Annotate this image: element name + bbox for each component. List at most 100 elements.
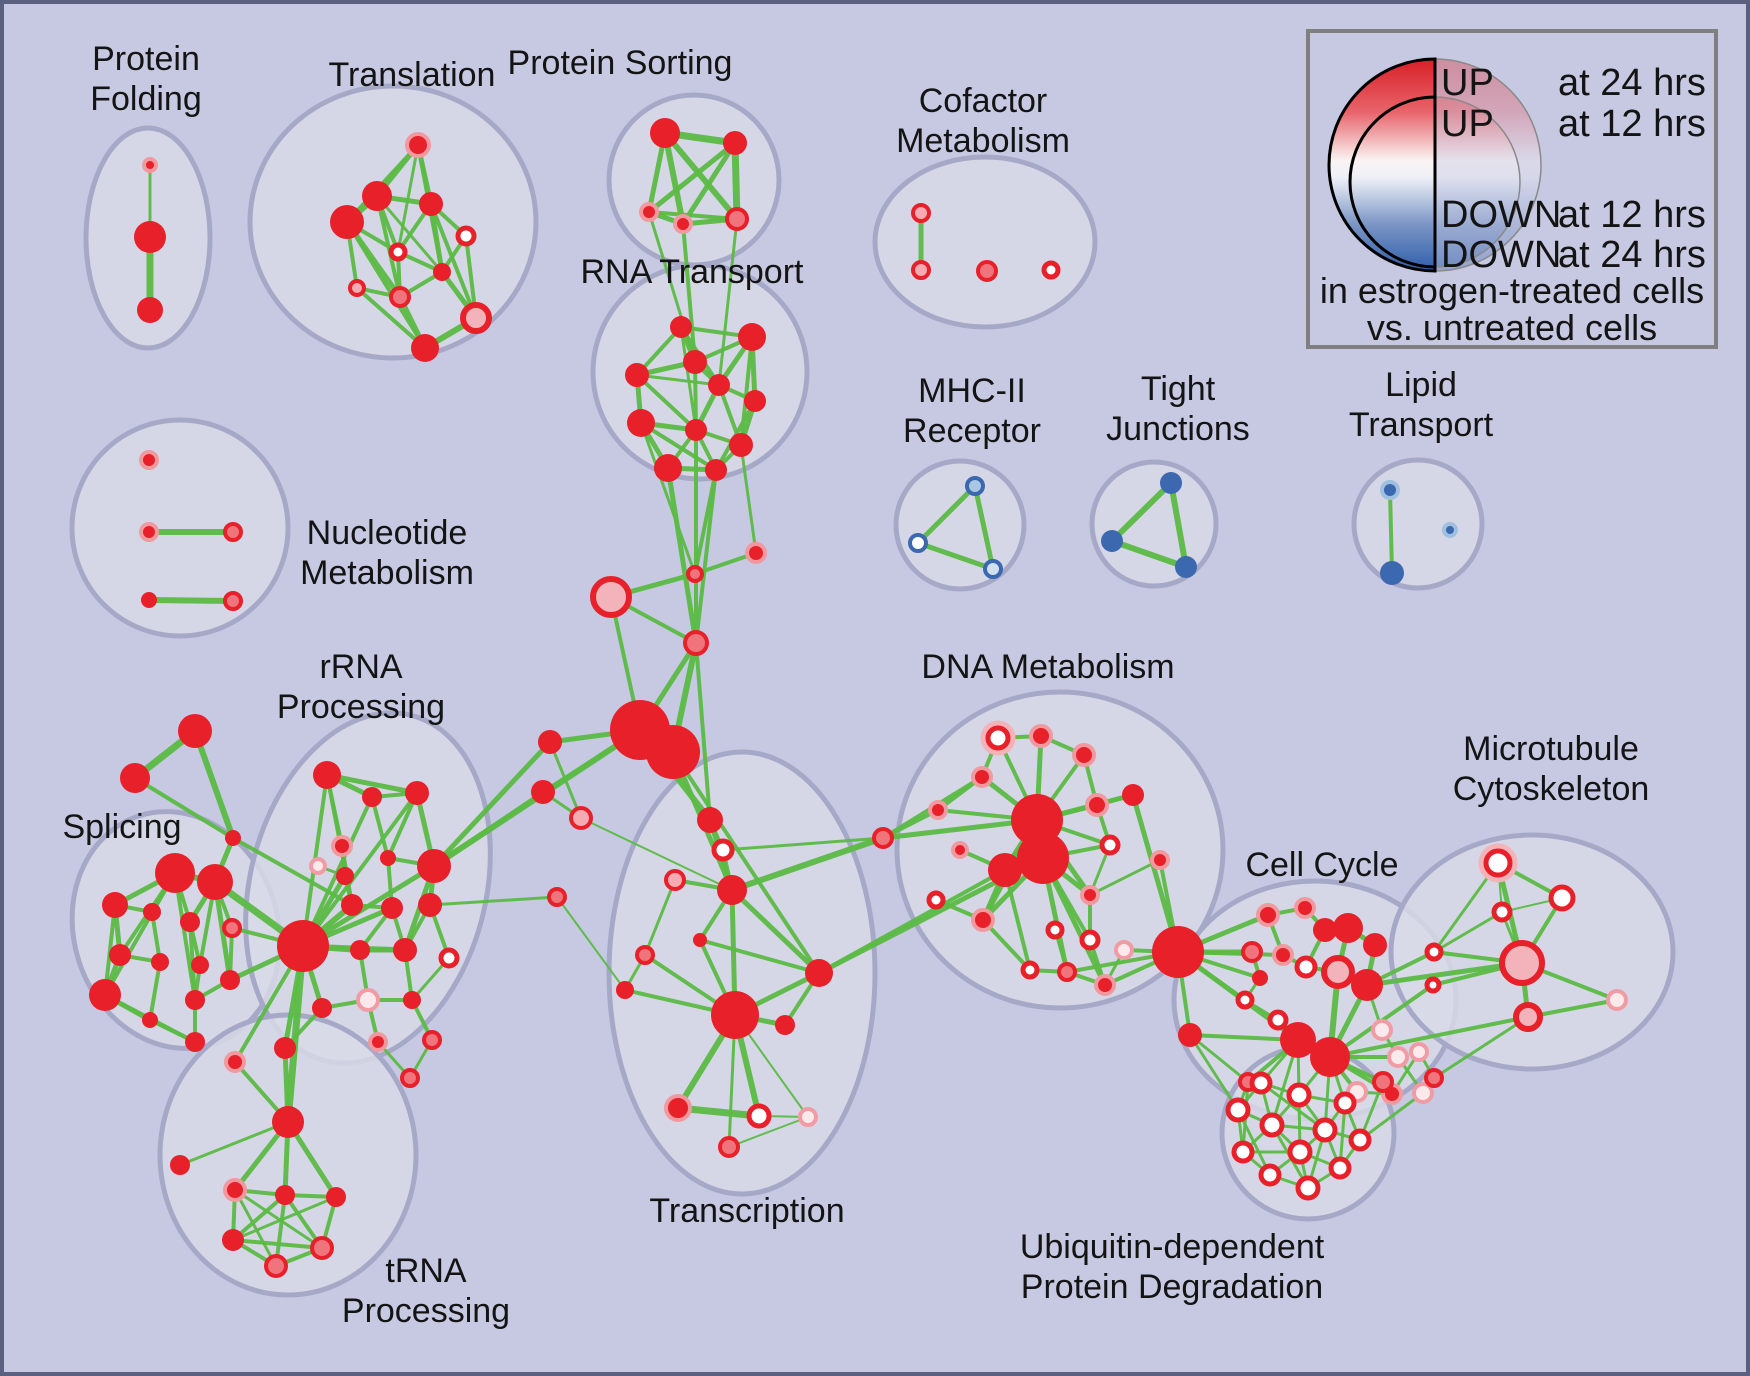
network-node-ps5	[725, 207, 749, 231]
network-node-rr11	[418, 893, 442, 917]
network-node-cc4	[683, 630, 709, 656]
network-node-mt6	[1606, 989, 1628, 1011]
network-edge	[1526, 998, 1619, 1019]
network-node-rr9	[341, 894, 363, 916]
network-node-rr21	[400, 1068, 420, 1088]
cluster-label-cofactor-metabolism: Cofactor Metabolism	[896, 82, 1070, 160]
network-node-u8	[1231, 1140, 1255, 1164]
cluster-label-dna-metabolism: DNA Metabolism	[921, 648, 1174, 686]
network-edge	[817, 868, 1007, 975]
network-node-t1	[405, 132, 431, 158]
network-edge	[1259, 1081, 1327, 1132]
network-node-tr4	[222, 1229, 244, 1251]
cluster-label-tight-junctions: Tight Junctions	[1106, 370, 1250, 448]
network-edge	[1432, 1015, 1530, 1080]
network-edge	[355, 286, 427, 350]
network-node-mtc1	[1424, 942, 1444, 962]
network-node-n3	[223, 522, 243, 542]
network-node-r6	[744, 390, 766, 412]
network-node-s14	[185, 1032, 205, 1052]
network-node-rr18	[312, 998, 332, 1018]
network-node-u9	[1287, 1139, 1313, 1165]
network-node-r8	[685, 419, 707, 441]
network-edge	[324, 772, 420, 796]
network-edge	[972, 483, 996, 572]
cluster-ellipse-tight-junctions	[1089, 459, 1219, 589]
network-node-s3	[102, 892, 128, 918]
cluster-label-transcription: Transcription	[649, 1192, 844, 1230]
network-node-t6	[388, 242, 408, 262]
network-edge	[671, 750, 821, 975]
network-node-tr1	[223, 1178, 247, 1202]
network-node-x6	[693, 933, 707, 947]
network-node-s5	[180, 912, 200, 932]
network-node-st1	[178, 714, 212, 748]
network-edge	[1130, 792, 1181, 955]
network-node-u7	[1348, 1128, 1372, 1152]
network-node-rr4	[331, 835, 353, 857]
network-edge	[284, 942, 307, 1126]
network-edge	[233, 1188, 278, 1268]
cluster-label-line: Tight	[1141, 370, 1216, 408]
network-edge	[635, 373, 698, 432]
network-node-x1	[697, 807, 723, 833]
network-edge	[1088, 858, 1162, 897]
cluster-label-line: Folding	[90, 80, 202, 118]
network-edge	[1109, 480, 1174, 544]
network-node-cc2	[686, 565, 704, 583]
network-edge	[233, 1188, 324, 1250]
cluster-label-line: Metabolism	[300, 554, 474, 592]
legend-row-time: at 24 hrs	[1558, 62, 1706, 104]
cluster-labels: Protein Folding Translation Protein Sorting…	[62, 40, 1649, 1330]
network-node-cn3	[569, 806, 593, 830]
network-node-r1	[670, 316, 692, 338]
network-node-rrb	[274, 1037, 296, 1059]
network-node-rr5	[309, 857, 327, 875]
network-node-pf1	[142, 157, 158, 173]
network-edge	[639, 421, 718, 472]
network-node-cc_18	[1387, 1046, 1409, 1068]
network-node-rr6	[336, 867, 354, 885]
network-node-x11	[664, 1094, 692, 1122]
network-edge	[1364, 960, 1525, 988]
network-node-rr15	[438, 947, 460, 969]
network-edge	[178, 1120, 290, 1167]
network-edge	[729, 835, 886, 893]
network-node-u2	[1286, 1082, 1312, 1108]
network-edge	[146, 597, 236, 604]
network-edge	[729, 887, 822, 976]
cluster-label-nucleotide-metabolism: Nucleotide Metabolism	[300, 514, 474, 592]
network-edge	[580, 817, 733, 891]
network-edge	[1003, 868, 1032, 972]
network-node-d12	[1099, 834, 1121, 856]
network-node-tr2	[275, 1185, 295, 1205]
legend-row-time: at 12 hrs	[1558, 103, 1706, 145]
network-edge	[915, 483, 978, 546]
network-node-mt1	[1483, 848, 1513, 878]
cluster-label-translation: Translation	[329, 56, 496, 94]
cluster-label-line: MHC-II	[918, 372, 1026, 410]
network-node-cc_5	[1363, 933, 1387, 957]
network-edge	[635, 373, 721, 387]
network-node-t2	[362, 181, 392, 211]
network-node-n1	[139, 450, 159, 470]
network-node-up1	[1372, 1071, 1394, 1093]
network-node-t5	[455, 225, 477, 247]
network-edge	[665, 465, 699, 646]
cluster-label-line: RNA Transport	[581, 253, 805, 291]
network-node-rr14	[393, 938, 417, 962]
network-node-pf2	[134, 221, 166, 253]
network-node-u12	[1295, 1175, 1321, 1201]
network-edge	[301, 791, 419, 948]
legend-row-time: at 12 hrs	[1558, 194, 1706, 236]
network-edge	[1432, 910, 1504, 954]
network-node-d2	[1029, 724, 1053, 748]
cluster-ellipse-lipid-transport	[1351, 457, 1485, 591]
network-edge	[915, 540, 996, 572]
network-node-d7	[1122, 784, 1144, 806]
network-node-d3	[1072, 743, 1096, 767]
network-node-rr7	[380, 850, 396, 866]
network-node-l3	[1442, 522, 1458, 538]
network-node-tr5	[310, 1236, 334, 1260]
